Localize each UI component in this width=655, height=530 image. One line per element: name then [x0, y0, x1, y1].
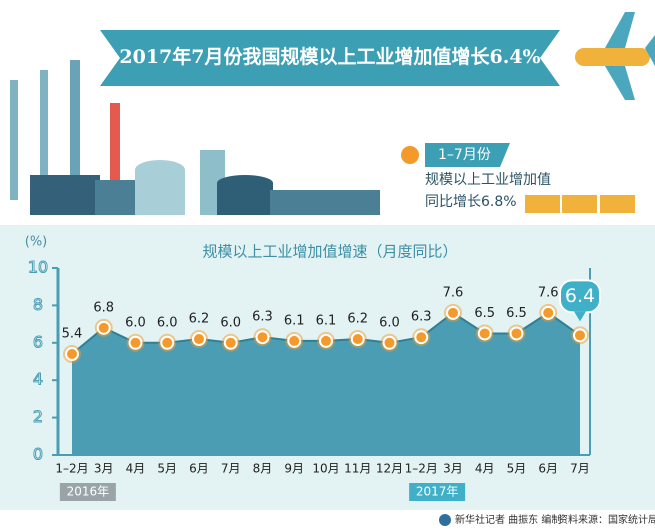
marker: [320, 335, 332, 347]
marker: [542, 307, 554, 319]
x-tick-label: 8月: [253, 462, 273, 476]
value-label: 6.2: [189, 312, 210, 327]
title: 2017年7月份我国规模以上工业增加值增长6.4%: [119, 45, 540, 68]
value-label: 6.5: [474, 306, 495, 321]
x-tick-label: 1–2月: [405, 462, 438, 476]
x-tick-label: 4月: [126, 462, 146, 476]
value-label: 6.0: [125, 315, 146, 330]
marker: [225, 337, 237, 349]
x-tick-label: 3月: [94, 462, 114, 476]
logo: [439, 514, 451, 526]
infographic: 2017年7月份我国规模以上工业增加值增长6.4% 1–7月份 规模以上工业增加…: [0, 0, 655, 530]
x-tick-label: 12月: [376, 462, 403, 476]
value-label: 6.3: [411, 310, 432, 325]
note-line: 同比增长6.8%: [425, 194, 517, 210]
value-label: 6.1: [316, 313, 337, 328]
x-tick-label: 9月: [284, 462, 304, 476]
source: 资料来源：国家统计局: [558, 513, 655, 526]
y-tick-label: 10: [28, 258, 48, 277]
x-tick-label: 6月: [189, 462, 209, 476]
marker: [479, 327, 491, 339]
x-tick-label: 7月: [570, 462, 590, 476]
marker: [574, 329, 586, 341]
marker: [288, 335, 300, 347]
marker: [447, 307, 459, 319]
value-label: 6.0: [379, 315, 400, 330]
marker: [257, 331, 269, 343]
marker: [193, 333, 205, 345]
x-tick-label: 6月: [538, 462, 558, 476]
value-label: 6.4: [565, 285, 595, 307]
value-label: 7.6: [443, 285, 464, 300]
x-tick-label: 5月: [507, 462, 527, 476]
y-axis-label: (%): [25, 235, 48, 250]
marker: [415, 331, 427, 343]
period: 1–7月份: [438, 147, 491, 163]
value-label: 5.4: [62, 327, 83, 342]
x-tick-label: 3月: [443, 462, 463, 476]
marker: [130, 337, 142, 349]
credit: 新华社记者 曲振东 编制: [455, 513, 561, 526]
y-tick-label: 8: [33, 295, 43, 314]
marker: [66, 348, 78, 360]
value-label: 6.3: [252, 310, 273, 325]
x-tick-label: 4月: [475, 462, 495, 476]
truck-icons: [525, 195, 635, 213]
value-label: 6.2: [347, 312, 368, 327]
x-tick-label: 11月: [344, 462, 371, 476]
x-tick-label: 1–2月: [55, 462, 88, 476]
x-tick-label: 7月: [221, 462, 241, 476]
year-label: 2016年: [67, 485, 110, 499]
y-tick-label: 0: [33, 445, 43, 464]
y-tick-label: 2: [33, 407, 43, 426]
y-tick-label: 6: [33, 332, 43, 351]
value-label: 6.8: [93, 300, 114, 315]
marker: [161, 337, 173, 349]
x-tick-label: 5月: [157, 462, 177, 476]
chart-title: 规模以上工业增加值增速（月度同比）: [202, 243, 457, 261]
marker: [352, 333, 364, 345]
y-tick-label: 4: [33, 370, 43, 389]
value-label: 6.1: [284, 313, 305, 328]
x-tick-label: 10月: [312, 462, 339, 476]
value-label: 6.0: [220, 315, 241, 330]
value-label: 6.0: [157, 315, 178, 330]
year-label: 2017年: [416, 485, 459, 499]
note-line: 规模以上工业增加值: [425, 172, 551, 188]
gear-icon: [401, 146, 419, 164]
marker: [511, 327, 523, 339]
value-label: 6.5: [506, 306, 527, 321]
marker: [98, 322, 110, 334]
marker: [384, 337, 396, 349]
value-label: 7.6: [538, 285, 559, 300]
